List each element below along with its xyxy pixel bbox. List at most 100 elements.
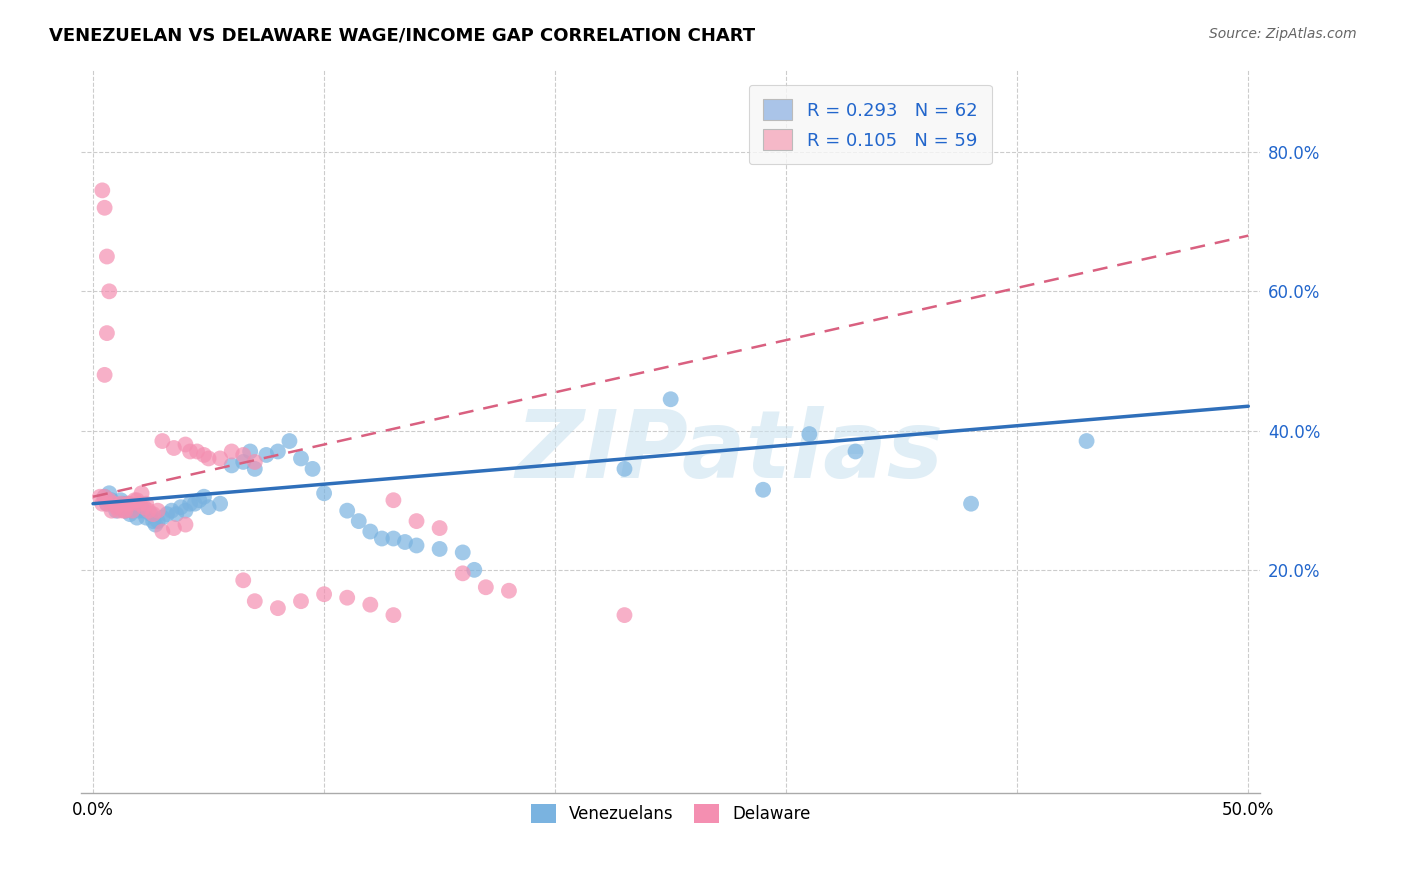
- Point: [165, 507, 187, 521]
- Point: [118, 497, 141, 511]
- Text: ZIPatlas: ZIPatlas: [516, 407, 943, 499]
- Point: [150, 524, 173, 539]
- Point: [142, 507, 165, 521]
- Point: [186, 444, 208, 458]
- Point: [243, 594, 266, 608]
- Point: [91, 183, 114, 197]
- Point: [145, 517, 167, 532]
- Point: [107, 500, 129, 515]
- Point: [290, 594, 312, 608]
- Point: [960, 497, 983, 511]
- Point: [98, 493, 121, 508]
- Point: [91, 497, 114, 511]
- Point: [359, 524, 381, 539]
- Point: [243, 455, 266, 469]
- Point: [232, 574, 254, 588]
- Point: [121, 503, 143, 517]
- Point: [254, 448, 277, 462]
- Point: [429, 541, 451, 556]
- Point: [359, 598, 381, 612]
- Point: [314, 486, 336, 500]
- Point: [451, 545, 474, 559]
- Point: [105, 500, 128, 515]
- Point: [451, 566, 474, 581]
- Point: [110, 493, 132, 508]
- Point: [124, 493, 146, 508]
- Point: [142, 514, 165, 528]
- Point: [93, 490, 115, 504]
- Point: [125, 493, 148, 508]
- Point: [150, 434, 173, 448]
- Point: [139, 507, 162, 521]
- Point: [170, 500, 193, 515]
- Point: [197, 451, 219, 466]
- Text: VENEZUELAN VS DELAWARE WAGE/INCOME GAP CORRELATION CHART: VENEZUELAN VS DELAWARE WAGE/INCOME GAP C…: [49, 27, 755, 45]
- Point: [183, 497, 205, 511]
- Point: [96, 326, 118, 340]
- Point: [197, 500, 219, 515]
- Point: [209, 451, 232, 466]
- Point: [121, 503, 143, 517]
- Point: [221, 458, 243, 473]
- Point: [93, 490, 115, 504]
- Point: [371, 532, 394, 546]
- Point: [844, 444, 866, 458]
- Point: [93, 368, 115, 382]
- Point: [405, 514, 427, 528]
- Point: [613, 608, 636, 623]
- Point: [146, 503, 169, 517]
- Point: [613, 462, 636, 476]
- Point: [128, 497, 150, 511]
- Point: [799, 427, 821, 442]
- Point: [278, 434, 301, 448]
- Point: [117, 497, 139, 511]
- Point: [103, 497, 125, 511]
- Point: [124, 500, 146, 515]
- Point: [98, 486, 121, 500]
- Point: [463, 563, 485, 577]
- Point: [132, 503, 155, 517]
- Point: [290, 451, 312, 466]
- Point: [93, 201, 115, 215]
- Point: [160, 503, 183, 517]
- Point: [267, 444, 290, 458]
- Point: [96, 497, 118, 511]
- Point: [174, 517, 197, 532]
- Point: [138, 503, 160, 517]
- Point: [243, 462, 266, 476]
- Point: [117, 497, 139, 511]
- Point: [105, 503, 128, 517]
- Point: [174, 437, 197, 451]
- Point: [336, 503, 359, 517]
- Point: [301, 462, 323, 476]
- Point: [135, 510, 157, 524]
- Point: [131, 500, 153, 515]
- Point: [118, 507, 141, 521]
- Point: [193, 490, 215, 504]
- Point: [135, 497, 157, 511]
- Point: [96, 497, 118, 511]
- Point: [100, 503, 122, 517]
- Point: [174, 503, 197, 517]
- Point: [132, 500, 155, 515]
- Point: [405, 539, 427, 553]
- Point: [114, 503, 136, 517]
- Point: [347, 514, 370, 528]
- Point: [193, 448, 215, 462]
- Point: [89, 490, 111, 504]
- Point: [163, 441, 186, 455]
- Point: [498, 583, 520, 598]
- Point: [475, 580, 498, 594]
- Point: [221, 444, 243, 458]
- Point: [96, 250, 118, 264]
- Point: [382, 532, 405, 546]
- Point: [112, 497, 135, 511]
- Point: [131, 486, 153, 500]
- Point: [382, 493, 405, 508]
- Point: [128, 503, 150, 517]
- Point: [146, 514, 169, 528]
- Point: [114, 503, 136, 517]
- Point: [267, 601, 290, 615]
- Point: [103, 497, 125, 511]
- Point: [100, 493, 122, 508]
